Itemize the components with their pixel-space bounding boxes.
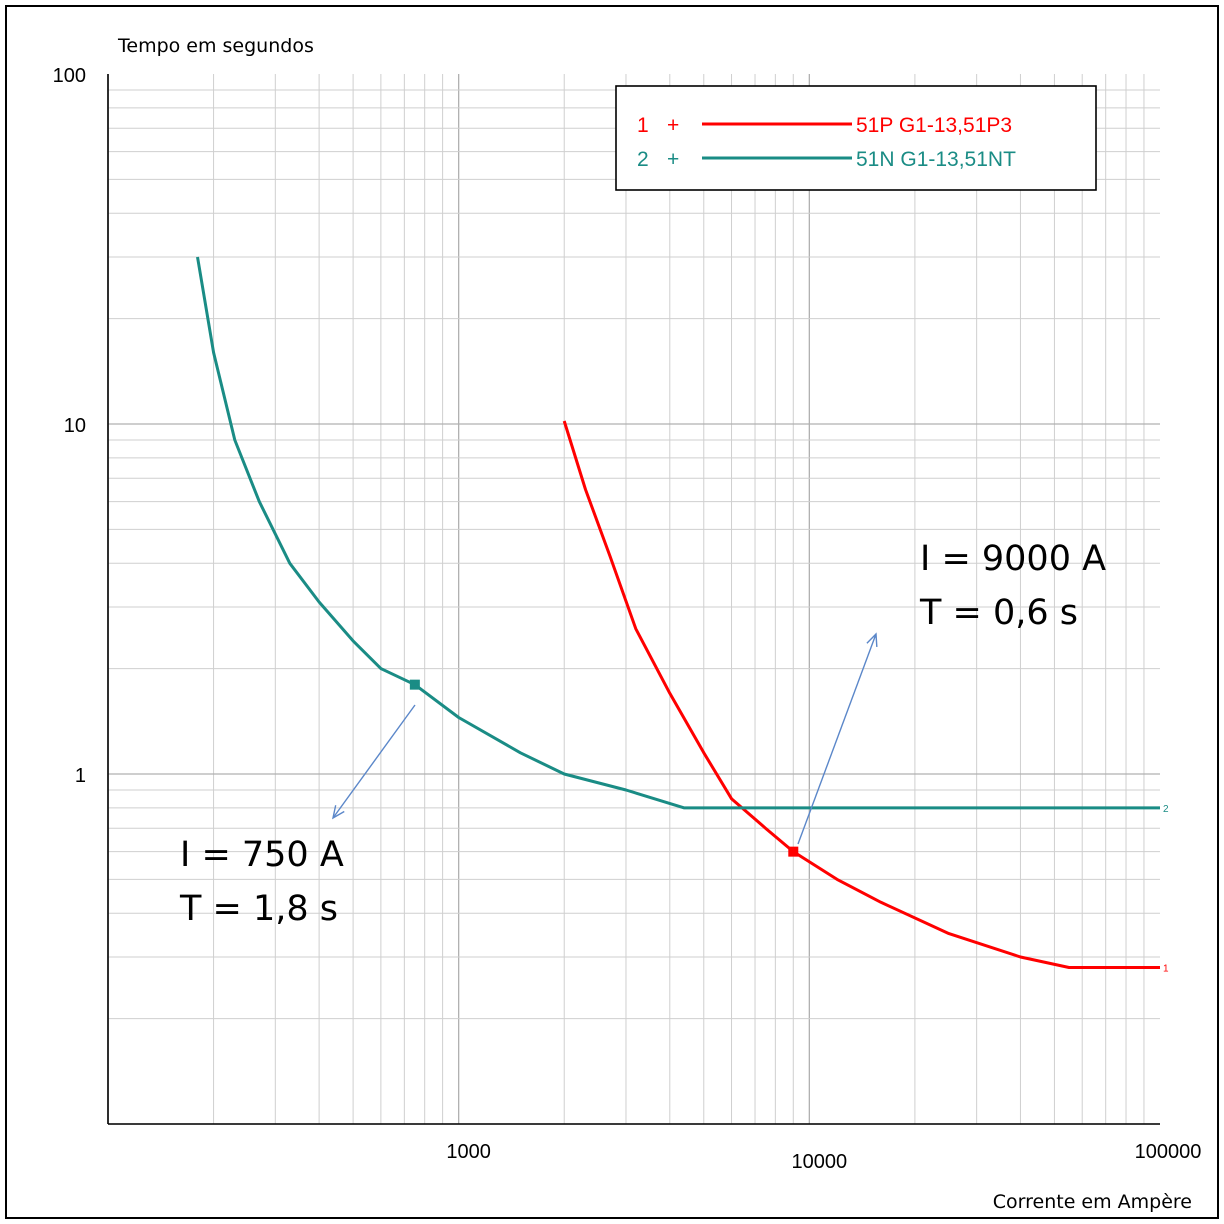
annotation-arrowhead-2 bbox=[866, 632, 878, 648]
series-end-label-1: 1 bbox=[1163, 963, 1169, 974]
axes: 1000 10000 100000 100 10 1 Tempo em segundos Co… bbox=[53, 35, 1202, 1213]
figure-frame bbox=[5, 5, 1219, 1219]
annotation-text-1-2: T = 1,8 s bbox=[179, 889, 338, 929]
annotation-text-2-1: I = 9000 A bbox=[920, 539, 1106, 579]
series-layer: 12 bbox=[196, 256, 1169, 974]
legend-label-2: 51N G1-13,51NT bbox=[856, 148, 1016, 171]
y-axis-title: Tempo em segundos bbox=[117, 35, 314, 57]
annotations: I = 750 A T = 1,8 s I = 9000 A T = 0,6 s bbox=[179, 539, 1106, 929]
series-end-label-2: 2 bbox=[1163, 804, 1169, 815]
annotation-arrow-2 bbox=[797, 633, 877, 845]
legend-label-1: 51P G1-13,51P3 bbox=[856, 114, 1012, 137]
series-line-1 bbox=[562, 420, 1160, 969]
annotation-arrow-1 bbox=[332, 704, 416, 819]
annotation-marker-1 bbox=[409, 679, 420, 690]
legend: 1 +51P G1-13,51P3 2 +51N G1-13,51NT bbox=[615, 85, 1097, 191]
y-tick-label: 1 bbox=[75, 765, 86, 787]
x-tick-label: 10000 bbox=[792, 1151, 848, 1173]
legend-index-1: 1 bbox=[637, 114, 649, 137]
x-axis-title: Corrente em Ampère bbox=[993, 1191, 1192, 1213]
x-tick-label: 1000 bbox=[446, 1141, 491, 1163]
legend-plus-2: + bbox=[667, 148, 679, 171]
legend-box bbox=[615, 85, 1097, 191]
y-tick-label: 100 bbox=[53, 65, 86, 87]
y-tick-label: 10 bbox=[64, 415, 86, 437]
annotation-text-1-1: I = 750 A bbox=[180, 835, 344, 875]
x-tick-label: 100000 bbox=[1135, 1141, 1202, 1163]
annotation-marker-2 bbox=[788, 846, 799, 857]
annotation-text-2-2: T = 0,6 s bbox=[919, 593, 1078, 633]
legend-index-2: 2 bbox=[637, 148, 649, 171]
annotation-arrowhead-1 bbox=[331, 805, 345, 820]
legend-plus-1: + bbox=[667, 114, 679, 137]
series-line-2 bbox=[196, 256, 1160, 810]
